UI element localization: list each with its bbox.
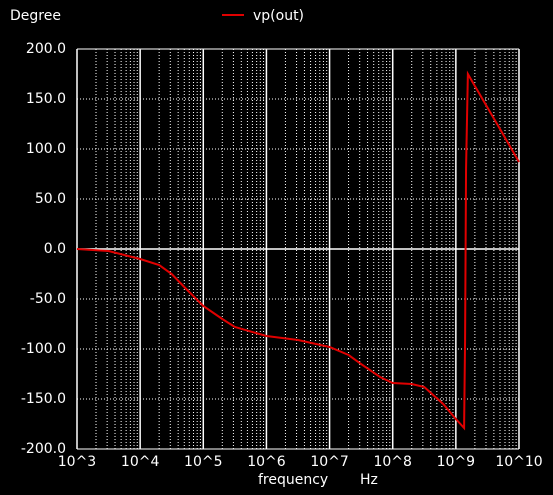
- y-tick-label: 0.0: [44, 241, 66, 257]
- x-tick-label: 10^8: [373, 454, 411, 470]
- x-tick-label: 10^9: [437, 454, 475, 470]
- y-axis-label: Degree: [10, 8, 61, 24]
- y-tick-label: 100.0: [26, 141, 66, 157]
- legend-label: vp(out): [253, 8, 304, 24]
- y-tick-label: -150.0: [21, 391, 66, 407]
- y-tick-label: 150.0: [26, 91, 66, 107]
- y-tick-label: -50.0: [30, 291, 66, 307]
- x-tick-label: 10^7: [310, 454, 348, 470]
- x-tick-label: 10^6: [247, 454, 286, 470]
- y-tick-label: -100.0: [21, 341, 66, 357]
- y-tick-label: 50.0: [35, 191, 66, 207]
- x-axis-unit: Hz: [360, 472, 378, 488]
- x-tick-label: 10^10: [495, 454, 542, 470]
- x-tick-label: 10^5: [184, 454, 222, 470]
- y-tick-label: 200.0: [26, 41, 66, 57]
- x-tick-label: 10^3: [58, 454, 96, 470]
- y-tick-label: -200.0: [21, 441, 66, 457]
- series-line: [76, 70, 520, 431]
- x-tick-label: 10^4: [121, 454, 160, 470]
- x-axis-label: frequency: [258, 472, 328, 488]
